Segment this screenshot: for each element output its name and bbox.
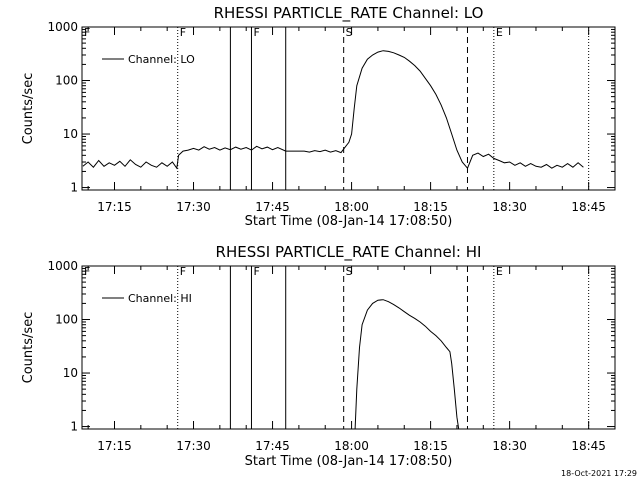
x-tick-label: 18:30 [492, 200, 527, 214]
x-tick-label: 17:15 [97, 200, 132, 214]
y-tick-label: 1 [70, 420, 78, 434]
x-axis-label: Start Time (08-Jan-14 17:08:50) [245, 454, 453, 469]
x-tick-label: 18:15 [413, 200, 448, 214]
event-marker-label: F [253, 26, 259, 39]
chart-title: RHESSI PARTICLE_RATE Channel: HI [216, 243, 482, 262]
x-tick-label: 17:45 [255, 200, 290, 214]
x-tick-label: 18:15 [413, 439, 448, 453]
y-tick-label: 1000 [47, 20, 78, 34]
x-tick-label: 17:30 [176, 200, 211, 214]
y-tick-label: 1000 [47, 259, 78, 273]
y-tick-label: 1 [70, 181, 78, 195]
x-tick-label: 18:00 [334, 200, 369, 214]
event-marker-label: S [346, 265, 353, 278]
event-marker-label: S [346, 26, 353, 39]
event-marker-label: F [180, 265, 186, 278]
y-tick-label: 10 [63, 127, 78, 141]
plot-frame [81, 265, 616, 430]
panel-hi: RHESSI PARTICLE_RATE Channel: HI 17:15 17:… [21, 243, 616, 469]
x-tick-label: 18:00 [334, 439, 369, 453]
event-marker-label: F [180, 26, 186, 39]
x-tick-label: 18:45 [571, 200, 606, 214]
footer-timestamp: 18-Oct-2021 17:29 [561, 469, 637, 478]
series-line [354, 299, 460, 430]
y-tick-label: 100 [55, 74, 78, 88]
legend-entry: Channel: LO [128, 53, 195, 66]
series-line [82, 50, 584, 170]
x-tick-label: 17:15 [97, 439, 132, 453]
x-tick-label: 17:30 [176, 439, 211, 453]
x-tick-label: 18:45 [571, 439, 606, 453]
panel-lo: RHESSI PARTICLE_RATE Channel: LO 17:15 17:… [21, 4, 616, 229]
y-tick-label: 100 [55, 313, 78, 327]
event-marker-label: E [496, 26, 503, 39]
x-tick-label: 17:45 [255, 439, 290, 453]
legend-entry: Channel: HI [128, 292, 192, 305]
y-axis-label: Counts/sec [21, 312, 36, 384]
event-marker-label: F [84, 265, 90, 278]
event-marker-label: F [253, 265, 259, 278]
y-tick-label: 10 [63, 366, 78, 380]
x-axis-label: Start Time (08-Jan-14 17:08:50) [245, 214, 453, 229]
event-marker-label: F [84, 26, 90, 39]
event-marker-label: E [496, 265, 503, 278]
chart-title: RHESSI PARTICLE_RATE Channel: LO [214, 4, 484, 23]
x-tick-label: 18:30 [492, 439, 527, 453]
y-axis-label: Counts/sec [21, 73, 36, 145]
